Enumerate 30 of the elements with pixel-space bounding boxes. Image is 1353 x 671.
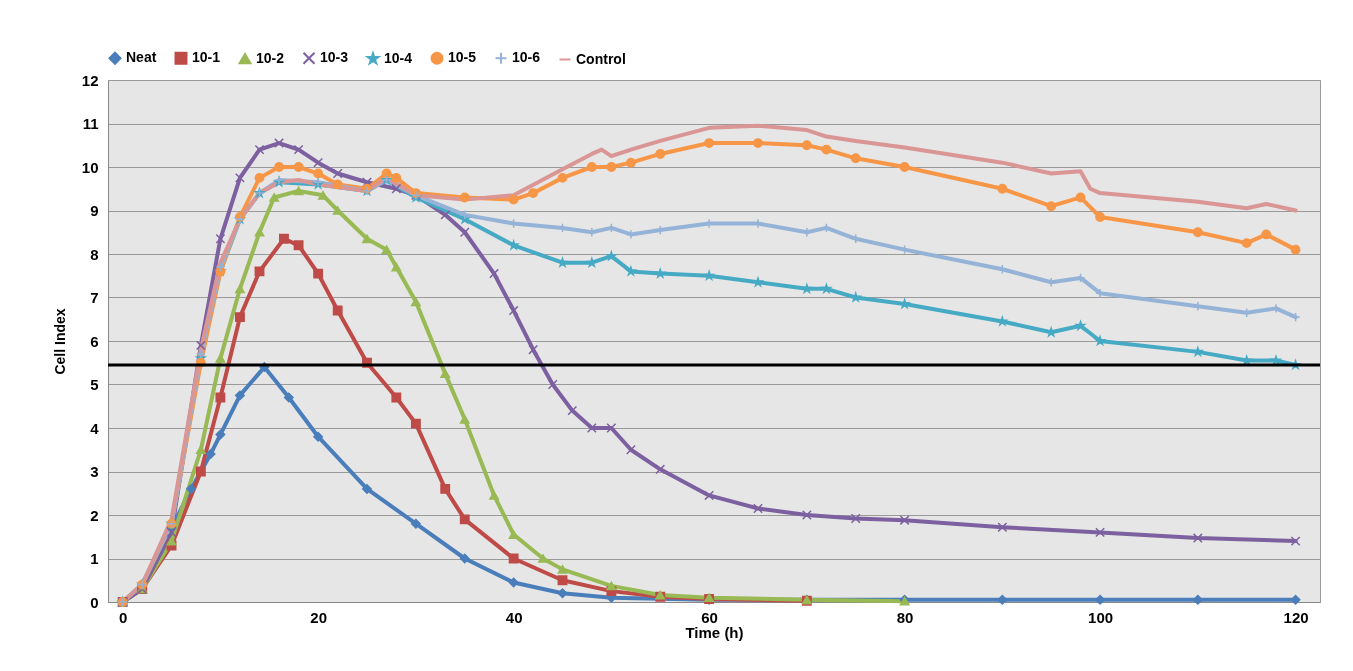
y-tick-label: 2 [90,506,99,524]
y-tick-label: 1 [90,550,99,567]
x-tick-label: 120 [1283,608,1309,626]
y-tick-label: 7 [90,289,99,306]
legend-label: 10-3 [320,49,349,66]
y-tick-label: 8 [90,245,99,263]
y-tick-label: 12 [81,71,99,89]
x-tick-label: 40 [505,608,523,626]
y-tick-label: 0 [90,593,99,611]
y-tick-label: 3 [90,463,99,480]
legend-label: Control [576,50,626,67]
x-tick-label: 0 [118,608,128,626]
legend-label: 10-1 [192,49,221,66]
legend-label: 10-4 [384,49,413,66]
y-axis-title: Cell Index [51,308,68,375]
y-tick-label: 6 [90,332,99,350]
legend-label: Neat [126,49,157,66]
y-tick-label: 5 [90,376,99,393]
y-tick-label: 10 [81,158,99,176]
y-tick-label: 9 [90,202,99,219]
x-axis-title: Time (h) [685,623,744,641]
legend-label: 10-2 [256,49,285,66]
x-tick-label: 80 [896,608,914,626]
legend-label: 10-5 [448,49,477,66]
y-tick-label: 11 [82,115,99,132]
y-tick-label: 4 [90,419,100,437]
x-tick-label: 60 [701,608,718,626]
x-tick-label: 100 [1088,608,1114,626]
x-tick-label: 20 [310,608,327,626]
legend-label: 10-6 [512,49,541,66]
